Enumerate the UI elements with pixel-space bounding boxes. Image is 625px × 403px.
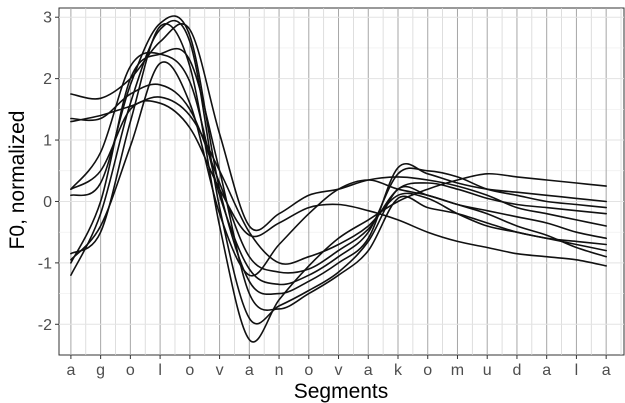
x-tick-label: g: [96, 362, 105, 379]
x-tick-label: d: [512, 362, 521, 379]
x-tick-label: a: [364, 362, 373, 379]
x-tick-label: a: [542, 362, 551, 379]
x-tick-label: o: [126, 362, 135, 379]
y-tick-label: 2: [43, 71, 52, 88]
series-line-8: [70, 23, 607, 343]
x-tick-label: a: [66, 362, 75, 379]
series-line-5: [70, 15, 607, 296]
y-tick-label: 3: [43, 10, 52, 27]
x-tick-label: l: [158, 362, 162, 379]
plot-panel: [58, 7, 625, 356]
y-axis: -2 -1 0 1 2 3: [38, 10, 59, 334]
x-tick-label: a: [602, 362, 611, 379]
x-tick-label: v: [335, 362, 343, 379]
y-axis-title: F0, normalized: [6, 111, 29, 250]
y-tick-label: -2: [38, 317, 52, 334]
series-lines: [70, 15, 607, 343]
series-line-3: [70, 83, 607, 274]
x-tick-label: u: [483, 362, 492, 379]
x-tick-label: l: [575, 362, 579, 379]
grid-minor: [59, 8, 624, 355]
y-tick-label: 0: [43, 194, 52, 211]
x-axis-title: Segments: [294, 380, 389, 403]
x-tick-label: o: [304, 362, 313, 379]
series-line-6: [70, 47, 607, 311]
x-tick-label: o: [185, 362, 194, 379]
x-tick-label: a: [245, 362, 254, 379]
x-tick-label: n: [275, 362, 284, 379]
x-tick-label: k: [394, 362, 403, 379]
x-tick-label: o: [423, 362, 432, 379]
series-line-9: [70, 61, 607, 277]
x-tick-label: m: [451, 362, 464, 379]
series-line-1: [70, 22, 607, 232]
y-tick-label: 1: [43, 133, 52, 150]
x-tick-label: v: [216, 362, 224, 379]
series-line-10: [70, 100, 607, 267]
y-tick-label: -1: [38, 255, 52, 272]
